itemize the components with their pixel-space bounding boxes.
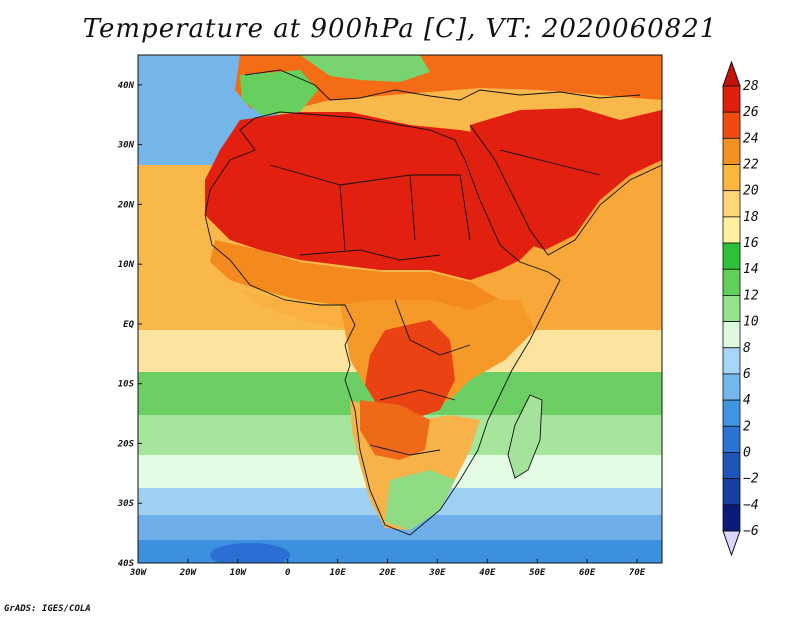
lat-tick-label: 10S — [118, 380, 135, 390]
longitude-axis: 30W 20W 10W 0 10E 20E 30E 40E 50E 60E 70E — [129, 559, 646, 578]
colorbar-label: 2 — [743, 419, 751, 434]
border-3 — [410, 174, 471, 241]
colorbar-label: −2 — [743, 472, 759, 487]
border-7 — [369, 444, 441, 456]
border-5 — [394, 299, 471, 356]
colorbar-segment — [722, 268, 741, 296]
colorbar-segment — [722, 137, 741, 165]
colorbar-label: 10 — [743, 315, 759, 330]
lon-tick-label: 70E — [629, 568, 646, 578]
iberia-land — [240, 70, 318, 115]
coastline-europe — [244, 69, 641, 101]
map-frame — [137, 54, 663, 564]
lon-tick-label: 60E — [579, 568, 596, 578]
latitude-axis: 40S 30S 20S 10S EQ 10N 20N 30N 40N — [117, 81, 142, 569]
border-4 — [299, 249, 441, 261]
lon-tick-label: 10E — [329, 568, 346, 578]
kalahari-hot — [360, 400, 430, 460]
colorbar-segment — [722, 425, 741, 453]
gulf-guinea-land — [240, 290, 360, 328]
colorbar-label: 6 — [743, 367, 751, 382]
colorbar-label: 8 — [743, 341, 751, 356]
colorbar-segment — [722, 321, 741, 349]
lon-tick-label: 50E — [529, 568, 546, 578]
colorbar-label: 28 — [743, 79, 759, 94]
lon-tick-label: 10W — [230, 568, 248, 578]
colorbar-label: −6 — [743, 524, 759, 539]
lat-tick-label: 30N — [117, 141, 135, 151]
border-arabia-inner — [499, 149, 601, 176]
colorbar-segment — [722, 399, 741, 427]
border-madagascar — [507, 394, 543, 479]
lon-tick-label: 40E — [479, 568, 496, 578]
colorbar-label: −4 — [743, 498, 759, 513]
colorbar-segment — [722, 504, 741, 532]
colorbar-label: 16 — [743, 236, 759, 251]
colorbar-label: 4 — [743, 393, 751, 408]
colorbar-label: 26 — [743, 105, 759, 120]
colorbar-label: 18 — [743, 210, 759, 225]
border-6 — [379, 389, 456, 401]
colorbar-label: 14 — [743, 262, 759, 277]
colorbar-label: 24 — [743, 131, 759, 146]
lon-tick-label: 30E — [428, 568, 446, 578]
lon-tick-label: 20E — [378, 568, 396, 578]
lat-tick-label: EQ — [123, 320, 134, 330]
lon-tick-label: 0 — [285, 568, 291, 578]
europe-green — [300, 55, 430, 82]
south-africa-cool — [385, 470, 455, 530]
map-title: Temperature at 900hPa [C], VT: 202006082… — [82, 14, 718, 44]
colorbar-segment — [722, 111, 741, 139]
coastline-africa — [204, 111, 561, 536]
arabia-land — [470, 108, 662, 250]
colorbar-segment — [722, 478, 741, 506]
colorbar-segment — [722, 373, 741, 401]
cold-spot-southwest — [210, 543, 290, 563]
colorbar-segment — [722, 295, 741, 322]
lon-tick-label: 20W — [179, 568, 198, 578]
lat-tick-label: 20N — [117, 200, 135, 210]
colorbar-segment — [722, 216, 741, 244]
colorbar-segment — [722, 164, 741, 192]
colorbar-label: 12 — [743, 288, 759, 303]
lat-tick-label: 20S — [117, 439, 135, 449]
colorbar-segment — [722, 347, 741, 375]
coastline-arabia — [469, 124, 662, 256]
sahel-orange — [210, 240, 500, 310]
madagascar-land — [508, 395, 542, 478]
lat-tick-label: 40S — [118, 559, 135, 569]
credit-text: GrADS: IGES/COLA — [4, 604, 91, 614]
lat-tick-label: 30S — [117, 499, 135, 509]
colorbar-label: 20 — [743, 184, 759, 199]
map-panel — [138, 55, 662, 563]
country-borders — [204, 69, 662, 536]
colorbar-top-arrow — [722, 60, 741, 87]
colorbar-label: 0 — [743, 445, 751, 460]
lat-tick-label: 40N — [118, 81, 135, 91]
lon-tick-label: 30W — [129, 568, 148, 578]
congo-hot — [365, 320, 455, 420]
lat-tick-label: 10N — [118, 260, 135, 270]
colorbar-segment — [722, 190, 741, 218]
colorbar-segment — [722, 242, 741, 270]
colorbar-segment — [722, 452, 741, 480]
colorbar-bottom-arrow — [722, 530, 741, 557]
colorbar-label: 22 — [743, 158, 759, 173]
colorbar-segment — [722, 85, 741, 113]
